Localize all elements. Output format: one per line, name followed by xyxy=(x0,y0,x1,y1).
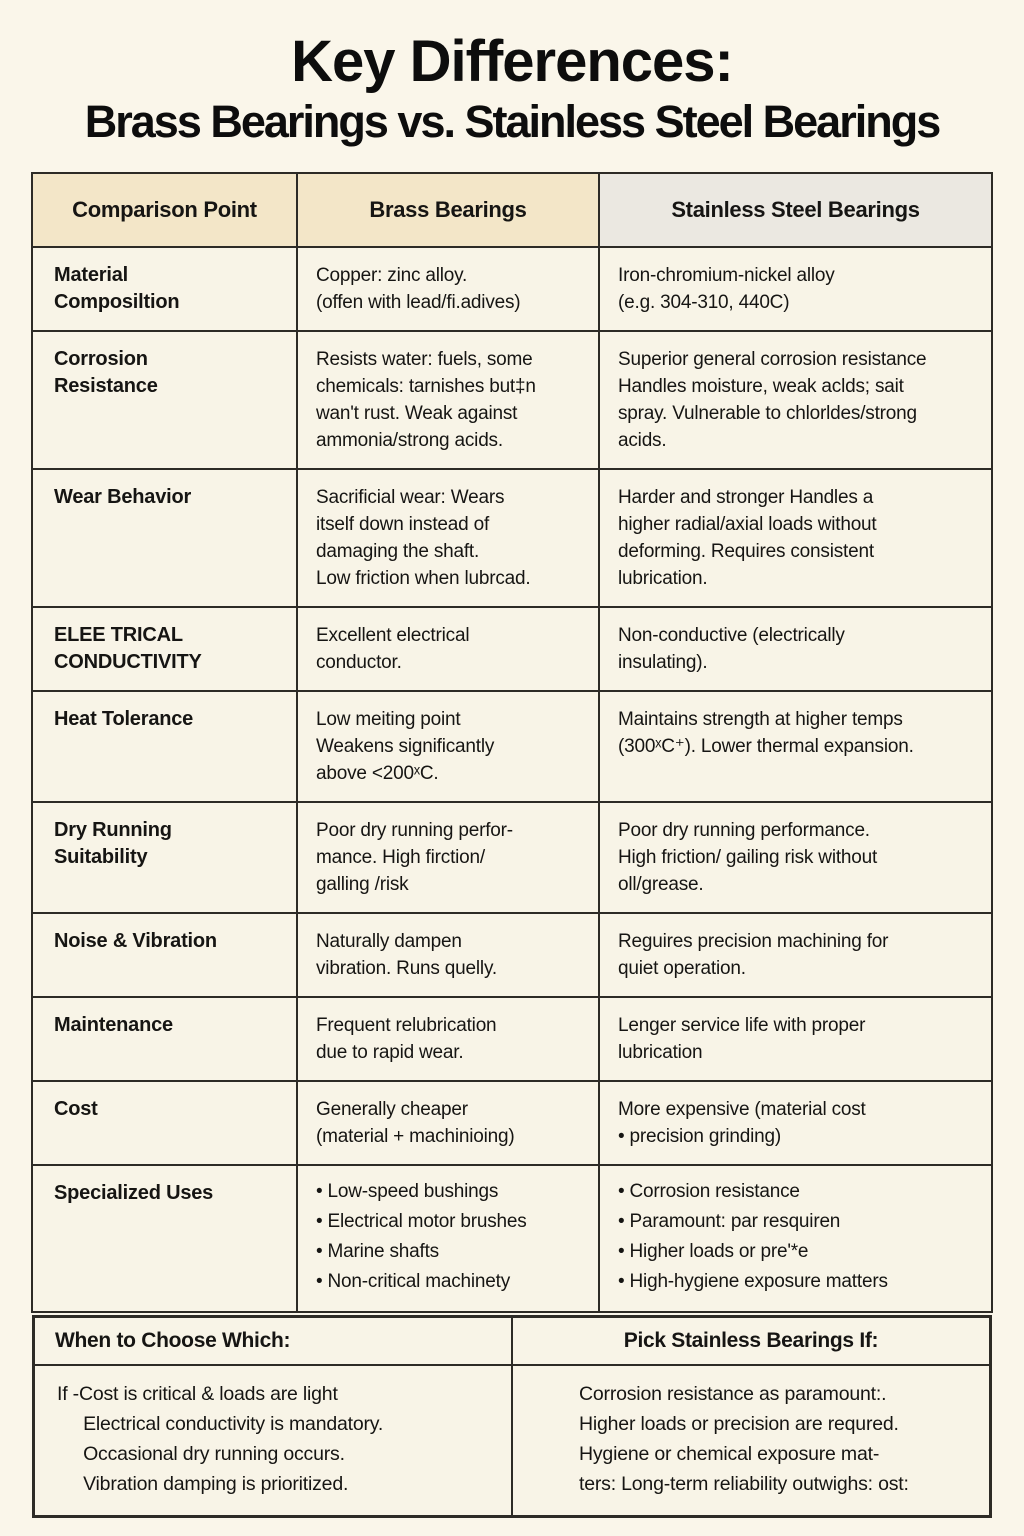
brass-cell: Frequent relubrication due to rapid wear… xyxy=(296,995,600,1082)
footer-body-row: If -Cost is critical & loads are light E… xyxy=(32,1363,992,1518)
table-row-specialized-uses: Specialized Uses • Low-speed bushings • … xyxy=(31,1163,993,1313)
point-cell: Cost xyxy=(31,1079,298,1166)
table-row-maintenance: Maintenance Frequent relubrication due t… xyxy=(31,995,993,1082)
title-block: Key Differences: Brass Bearings vs. Stai… xyxy=(0,0,1024,148)
brass-cell: Excellent electrical conductor. xyxy=(296,605,600,692)
brass-cell: Poor dry running perfor- mance. High fir… xyxy=(296,800,600,914)
table-header-row: Comparison Point Brass Bearings Stainles… xyxy=(31,171,993,248)
brass-cell: Low meiting point Weakens significantly … xyxy=(296,689,600,803)
steel-cell: • Corrosion resistance • Paramount: par … xyxy=(598,1163,993,1313)
steel-cell: Reguires precision machining for quiet o… xyxy=(598,911,993,998)
point-cell: Wear Behavior xyxy=(31,467,298,608)
steel-cell: Non-conductive (electrically insulating)… xyxy=(598,605,993,692)
point-cell: Noise & Vibration xyxy=(31,911,298,998)
when-to-choose-table: When to Choose Which: Pick Stainless Bea… xyxy=(32,1314,992,1518)
point-cell: Corrosion Resistance xyxy=(31,329,298,470)
point-cell: ELEE TRICAL CONDUCTIVITY xyxy=(31,605,298,692)
page-subtitle: Brass Bearings vs. Stainless Steel Beari… xyxy=(84,95,941,147)
header-brass-bearings: Brass Bearings xyxy=(296,171,600,248)
table-row-cost: Cost Generally cheaper (material + machi… xyxy=(31,1079,993,1166)
brass-cell: Naturally dampen vibration. Runs quelly. xyxy=(296,911,600,998)
steel-cell: Lenger service life with proper lubricat… xyxy=(598,995,993,1082)
footer-brass-criteria: If -Cost is critical & loads are light E… xyxy=(32,1363,513,1518)
steel-cell: Poor dry running performance. High frict… xyxy=(598,800,993,914)
table-row-dry-running-suitability: Dry Running Suitability Poor dry running… xyxy=(31,800,993,914)
steel-cell: Harder and stronger Handles a higher rad… xyxy=(598,467,993,608)
point-cell: Specialized Uses xyxy=(31,1163,298,1313)
brass-cell: Generally cheaper (material + machinioin… xyxy=(296,1079,600,1166)
table-row-heat-tolerance: Heat Tolerance Low meiting point Weakens… xyxy=(31,689,993,803)
comparison-table: Comparison Point Brass Bearings Stainles… xyxy=(31,171,993,1313)
point-cell: Material Composiltion xyxy=(31,245,298,332)
brass-cell: • Low-speed bushings • Electrical motor … xyxy=(296,1163,600,1313)
point-cell: Dry Running Suitability xyxy=(31,800,298,914)
footer-header-row: When to Choose Which: Pick Stainless Bea… xyxy=(32,1315,992,1366)
table-row-material-composition: Material Composiltion Copper: zinc alloy… xyxy=(31,245,993,332)
footer-header-when-to-choose: When to Choose Which: xyxy=(32,1315,513,1366)
steel-cell: More expensive (material cost • precisio… xyxy=(598,1079,993,1166)
footer-stainless-criteria: Corrosion resistance as paramount:. High… xyxy=(511,1363,992,1518)
steel-cell: Iron-chromium-nickel alloy (e.g. 304-310… xyxy=(598,245,993,332)
header-stainless-steel-bearings: Stainless Steel Bearings xyxy=(598,171,993,248)
table-row-corrosion-resistance: Corrosion Resistance Resists water: fuel… xyxy=(31,329,993,470)
brass-cell: Copper: zinc alloy. (offen with lead/fi.… xyxy=(296,245,600,332)
brass-cell: Resists water: fuels, some chemicals: ta… xyxy=(296,329,600,470)
table-row-noise-vibration: Noise & Vibration Naturally dampen vibra… xyxy=(31,911,993,998)
point-cell: Maintenance xyxy=(31,995,298,1082)
footer-header-pick-stainless: Pick Stainless Bearings If: xyxy=(511,1315,992,1366)
steel-cell: Superior general corrosion resistance Ha… xyxy=(598,329,993,470)
steel-cell: Maintains strength at higher temps (300ˣ… xyxy=(598,689,993,803)
page-title: Key Differences: xyxy=(291,29,734,94)
header-comparison-point: Comparison Point xyxy=(31,171,298,248)
table-row-wear-behavior: Wear Behavior Sacrificial wear: Wears it… xyxy=(31,467,993,608)
point-cell: Heat Tolerance xyxy=(31,689,298,803)
table-row-electrical-conductivity: ELEE TRICAL CONDUCTIVITY Excellent elect… xyxy=(31,605,993,692)
brass-cell: Sacrificial wear: Wears itself down inst… xyxy=(296,467,600,608)
